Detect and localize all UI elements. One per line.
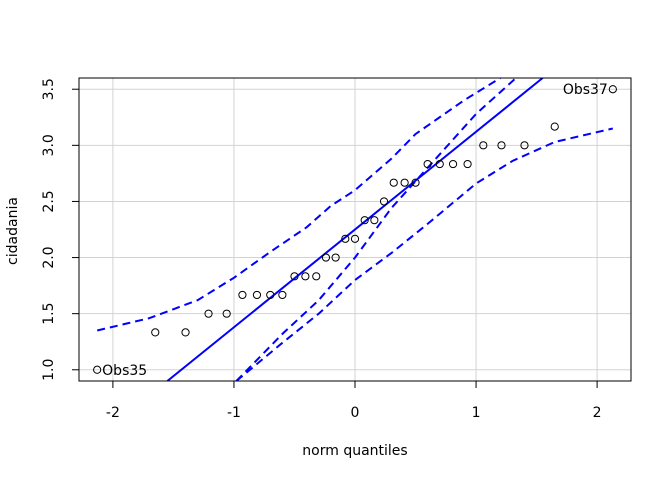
point-label: Obs37 <box>563 82 608 98</box>
data-point <box>389 178 398 187</box>
data-point <box>608 85 617 94</box>
data-point <box>238 290 247 300</box>
data-point <box>423 159 432 169</box>
confidence-envelope <box>96 78 614 381</box>
data-point <box>448 159 458 169</box>
x-tick-label: -1 <box>227 405 241 421</box>
data-point <box>350 234 360 243</box>
data-point <box>379 197 389 206</box>
data-point <box>222 309 231 318</box>
data-point <box>360 216 369 225</box>
envelope-upper-left <box>235 78 517 381</box>
data-point <box>312 272 321 281</box>
data-point <box>301 272 310 281</box>
data-points <box>93 85 617 374</box>
x-tick-label: 2 <box>593 405 602 421</box>
data-point <box>411 178 420 187</box>
y-tick-label: 2.5 <box>41 190 57 212</box>
data-point <box>181 328 190 337</box>
y-axis-label: cidadania <box>5 197 21 265</box>
data-point <box>463 159 472 169</box>
data-point <box>321 253 331 262</box>
data-point <box>370 216 379 225</box>
envelope-upper <box>96 78 501 332</box>
grid-lines <box>79 78 631 381</box>
y-tick-label: 1.0 <box>41 359 57 381</box>
data-point <box>290 272 299 281</box>
envelope-lower <box>235 127 614 381</box>
point-labels: Obs35 Obs37 <box>102 82 608 379</box>
data-point <box>479 141 488 150</box>
data-point <box>341 234 350 243</box>
y-tick-label: 2.0 <box>41 246 57 268</box>
data-point <box>252 290 262 300</box>
reference-line <box>166 78 544 381</box>
x-tick-label: 1 <box>472 405 481 421</box>
y-tick-label: 3.0 <box>41 134 57 156</box>
reference-line-group <box>166 78 544 381</box>
data-point <box>266 290 275 300</box>
x-tick-label: -2 <box>106 405 120 421</box>
point-label: Obs35 <box>102 363 147 379</box>
data-point <box>497 141 506 150</box>
data-point <box>435 159 444 169</box>
data-point <box>550 122 559 131</box>
data-point <box>278 290 287 300</box>
y-tick-label: 1.5 <box>41 303 57 325</box>
data-point <box>204 309 213 318</box>
y-tick-label: 3.5 <box>41 78 57 100</box>
y-axis: 1.0 1.5 2.0 2.5 3.0 3.5 <box>41 78 79 381</box>
data-point <box>331 253 340 262</box>
data-point <box>151 328 160 337</box>
x-tick-label: 0 <box>351 405 360 421</box>
data-point <box>520 141 529 150</box>
x-axis-label: norm quantiles <box>302 443 407 459</box>
x-axis: -2 -1 0 1 2 <box>106 381 602 421</box>
data-point <box>400 178 409 187</box>
data-point <box>93 365 102 374</box>
